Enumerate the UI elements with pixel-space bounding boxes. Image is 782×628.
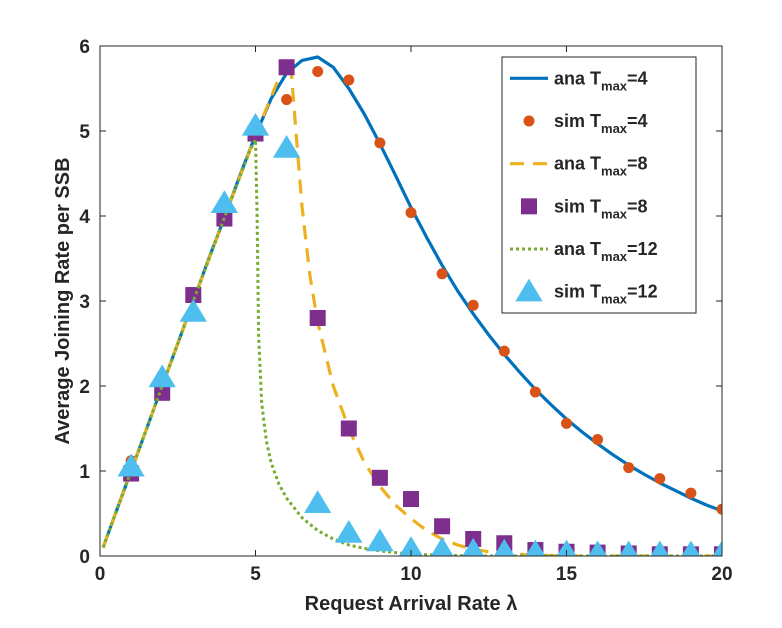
y-tick-label: 5 xyxy=(79,122,90,143)
y-tick-label: 2 xyxy=(79,377,90,398)
legend-label: sim Tmax=8 xyxy=(554,196,648,221)
x-tick-label: 15 xyxy=(556,564,578,585)
legend-label: ana Tmax=12 xyxy=(554,239,658,264)
legend-label: ana Tmax=8 xyxy=(554,154,648,179)
data-point xyxy=(399,536,423,556)
legend-box xyxy=(501,56,697,314)
legend: ana Tmax=4 sim Tmax=4 ana Tmax=8 sim Tmax=8… xyxy=(501,56,697,314)
y-tick-label: 0 xyxy=(79,547,90,568)
y-tick-label: 4 xyxy=(79,207,90,228)
data-point xyxy=(462,537,485,556)
data-point xyxy=(467,299,479,311)
legend-item: ana Tmax=12 xyxy=(510,239,658,264)
data-point xyxy=(436,268,448,280)
series-5 xyxy=(117,112,722,556)
data-point xyxy=(405,207,417,219)
data-point xyxy=(148,364,176,388)
y-axis-label: Average Joining Rate per SSB xyxy=(52,157,74,444)
legend-item: sim Tmax=8 xyxy=(521,196,648,221)
legend-item: ana Tmax=4 xyxy=(510,68,648,93)
data-point xyxy=(712,540,722,556)
data-point xyxy=(117,453,145,477)
legend-label: ana Tmax=4 xyxy=(554,68,648,93)
legend-item: sim Tmax=4 xyxy=(523,111,648,136)
data-point xyxy=(498,345,510,357)
data-point xyxy=(210,190,239,213)
data-point xyxy=(304,490,332,514)
data-point xyxy=(366,528,394,552)
data-point xyxy=(278,59,295,76)
data-point xyxy=(493,538,515,556)
legend-swatch xyxy=(515,278,543,302)
x-tick-label: 10 xyxy=(400,564,421,585)
legend-swatch xyxy=(521,198,537,215)
data-point xyxy=(561,417,572,429)
data-point xyxy=(335,520,363,543)
legend-label: sim Tmax=12 xyxy=(554,282,658,307)
data-point xyxy=(434,518,451,535)
x-axis-label: Request Arrival Rate λ xyxy=(305,593,518,615)
x-tick-label: 5 xyxy=(250,564,261,585)
data-point xyxy=(340,420,357,437)
data-point xyxy=(403,491,419,508)
data-point xyxy=(716,503,722,515)
data-point xyxy=(430,537,454,556)
x-tick-label: 20 xyxy=(711,564,732,585)
y-tick-label: 1 xyxy=(79,462,90,483)
data-point xyxy=(312,66,324,77)
data-point xyxy=(623,462,635,474)
legend-item: ana Tmax=8 xyxy=(510,154,648,179)
data-point xyxy=(374,137,386,149)
data-point xyxy=(529,386,541,398)
data-point xyxy=(343,74,355,86)
data-point xyxy=(685,487,697,499)
data-point xyxy=(309,310,326,326)
data-point xyxy=(654,473,666,485)
data-point xyxy=(525,539,546,556)
legend-swatch xyxy=(523,115,535,127)
data-point xyxy=(179,299,207,322)
data-point xyxy=(154,384,171,401)
data-point xyxy=(650,540,670,556)
data-point xyxy=(619,540,639,556)
data-point xyxy=(556,539,577,556)
data-point xyxy=(681,540,701,556)
x-tick-label: 0 xyxy=(95,564,106,585)
data-point xyxy=(592,434,604,446)
data-point xyxy=(588,540,607,556)
legend-label: sim Tmax=4 xyxy=(554,111,648,136)
y-tick-label: 3 xyxy=(79,292,90,313)
y-tick-label: 6 xyxy=(79,37,90,58)
data-point xyxy=(281,94,293,106)
data-point xyxy=(241,112,270,136)
data-point xyxy=(272,135,301,158)
legend-item: sim Tmax=12 xyxy=(515,278,658,307)
data-point xyxy=(371,469,388,486)
data-point xyxy=(185,287,202,304)
